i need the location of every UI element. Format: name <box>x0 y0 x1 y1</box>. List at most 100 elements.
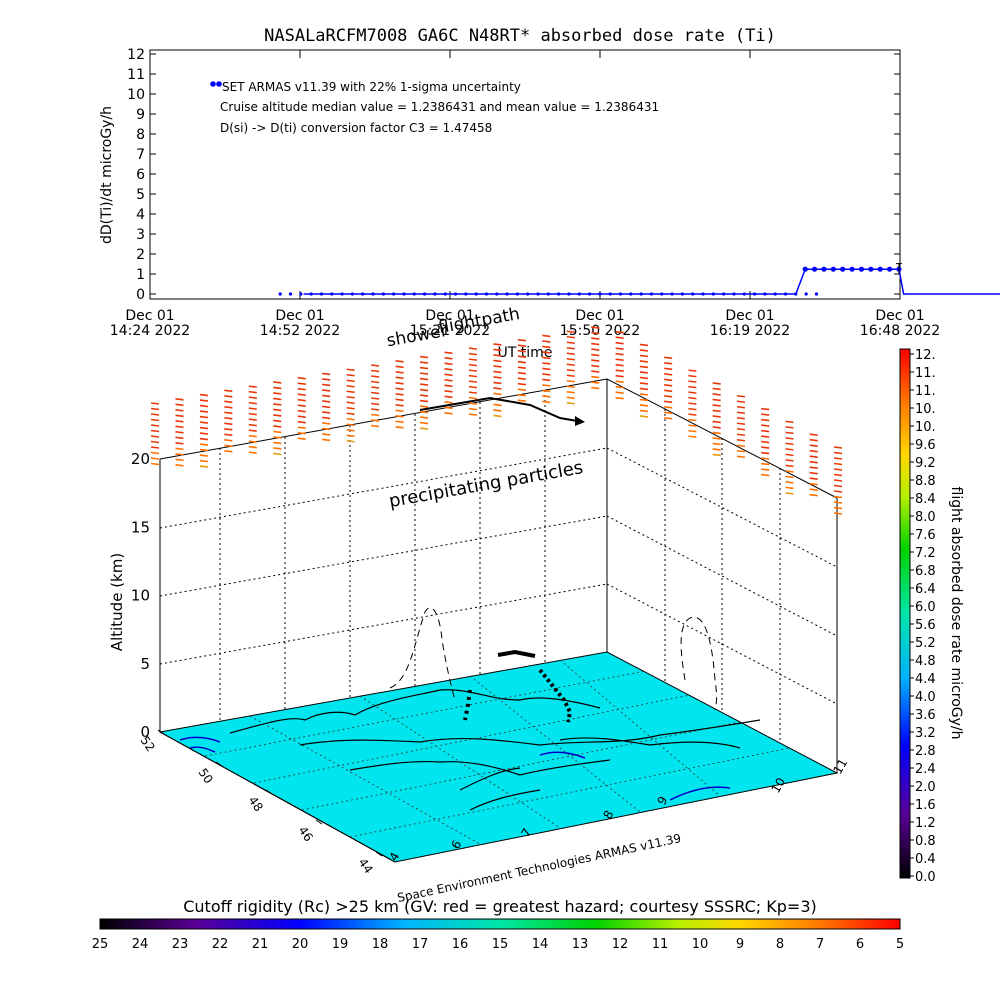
series-point-high <box>849 266 855 272</box>
particle-dash <box>175 463 184 467</box>
particle-dash <box>150 429 160 433</box>
particle-dash <box>175 447 184 451</box>
particle-dash <box>224 395 233 398</box>
particle-dash <box>809 466 818 469</box>
particle-dash <box>591 337 600 340</box>
particle-dash <box>591 375 600 379</box>
particle-dash <box>395 387 404 391</box>
colorbar-tick-label: 2.0 <box>915 780 936 795</box>
particle-dash <box>322 422 331 425</box>
particle-dash <box>346 395 355 399</box>
colorbar-tick-label: 10. <box>915 402 936 417</box>
rigidity-tick-label: 11 <box>652 937 669 952</box>
particle-dash <box>809 438 818 442</box>
rigidity-tick-label: 24 <box>132 937 149 952</box>
particle-dash <box>444 395 453 399</box>
particle-dash <box>785 420 794 424</box>
particle-dash <box>566 346 575 350</box>
particle-dash <box>664 384 673 387</box>
particle-dash <box>224 433 233 437</box>
dose-colorbar-ticks: 12. 11. 11. 10. 10. 9.6 9.2 8.8 8.4 8.0 7.6 7.2 6.8 6… <box>910 348 936 885</box>
particle-dash <box>419 421 429 425</box>
particle-dash <box>297 382 306 385</box>
colorbar-tick-label: 6.0 <box>915 600 936 615</box>
particle-dash <box>224 444 233 448</box>
particle-dash <box>664 378 673 382</box>
particle-dash <box>566 352 575 356</box>
colorbar-tick-label: 4.8 <box>915 654 936 669</box>
particle-dash <box>761 473 770 477</box>
particle-dash <box>468 369 478 372</box>
particle-dash <box>248 396 257 399</box>
series-line <box>303 268 1000 295</box>
annotation-uncertainty: SET ARMAS v11.39 with 22% 1-sigma uncert… <box>222 80 521 94</box>
particle-dash <box>761 462 770 466</box>
particle-dash <box>833 479 843 482</box>
particle-dash <box>639 343 648 347</box>
colorbar-tick-label: 0.8 <box>915 834 936 849</box>
particle-dash <box>517 338 526 342</box>
particle-dash <box>224 439 233 442</box>
particle-dash <box>809 460 818 464</box>
series-point <box>299 292 303 296</box>
series-point <box>402 292 406 296</box>
particle-dash <box>712 382 721 385</box>
particle-dash <box>833 490 843 493</box>
x-tick-label-date: Dec 01 <box>275 308 324 324</box>
particle-dash <box>322 411 331 414</box>
colorbar-tick-label: 4.4 <box>915 672 936 687</box>
particle-dash <box>297 393 306 396</box>
latitude-tick-label: 48 <box>246 794 266 815</box>
particle-dash <box>468 413 478 416</box>
particle-dash <box>517 355 526 358</box>
particle-dash <box>444 379 453 382</box>
particle-dash <box>199 393 209 397</box>
particle-dash <box>493 365 502 368</box>
particle-dash <box>517 366 526 369</box>
particle-dash <box>712 387 721 391</box>
particle-dash <box>785 492 794 495</box>
y-tick-label: 5 <box>136 187 145 203</box>
particle-dash <box>542 373 551 376</box>
map-coastline <box>229 689 761 811</box>
particle-dash <box>688 429 697 433</box>
particle-dash <box>615 352 624 356</box>
particle-dash <box>468 374 478 378</box>
colorbar-tick-label: 6.4 <box>915 582 936 597</box>
altitude-tick-label: 10 <box>131 587 150 605</box>
series-point <box>526 292 530 296</box>
dose-series <box>210 81 1000 296</box>
particle-dash <box>224 428 233 431</box>
particle-dash <box>688 435 697 438</box>
particle-dash <box>664 362 673 365</box>
particle-dash <box>615 336 624 339</box>
particle-dash <box>199 459 209 463</box>
y-tick-label: 2 <box>136 247 145 263</box>
particle-dash <box>175 441 184 445</box>
particle-dash <box>371 386 380 389</box>
particle-dash <box>199 404 209 408</box>
particle-dash <box>736 416 746 420</box>
particle-dash <box>761 413 770 416</box>
particle-dash <box>248 423 257 427</box>
rigidity-tick-label: 17 <box>412 937 429 952</box>
particle-dash <box>468 352 478 356</box>
particle-dash <box>273 452 282 456</box>
particle-dash <box>639 398 648 402</box>
series-point-high <box>830 266 836 272</box>
flight-track <box>463 649 573 723</box>
series-point <box>350 292 354 296</box>
series-point <box>453 292 458 296</box>
altitude-tick-label: 15 <box>131 518 150 536</box>
particle-dash <box>346 390 355 394</box>
y-tick-label: 4 <box>136 207 145 223</box>
series-point <box>618 292 623 296</box>
ground-grid <box>204 659 791 845</box>
particle-dash <box>542 362 551 365</box>
particle-dash <box>297 426 306 429</box>
particle-dash <box>591 342 600 346</box>
particle-dash <box>493 381 502 385</box>
series-point <box>587 292 592 296</box>
particle-dash <box>419 399 429 403</box>
